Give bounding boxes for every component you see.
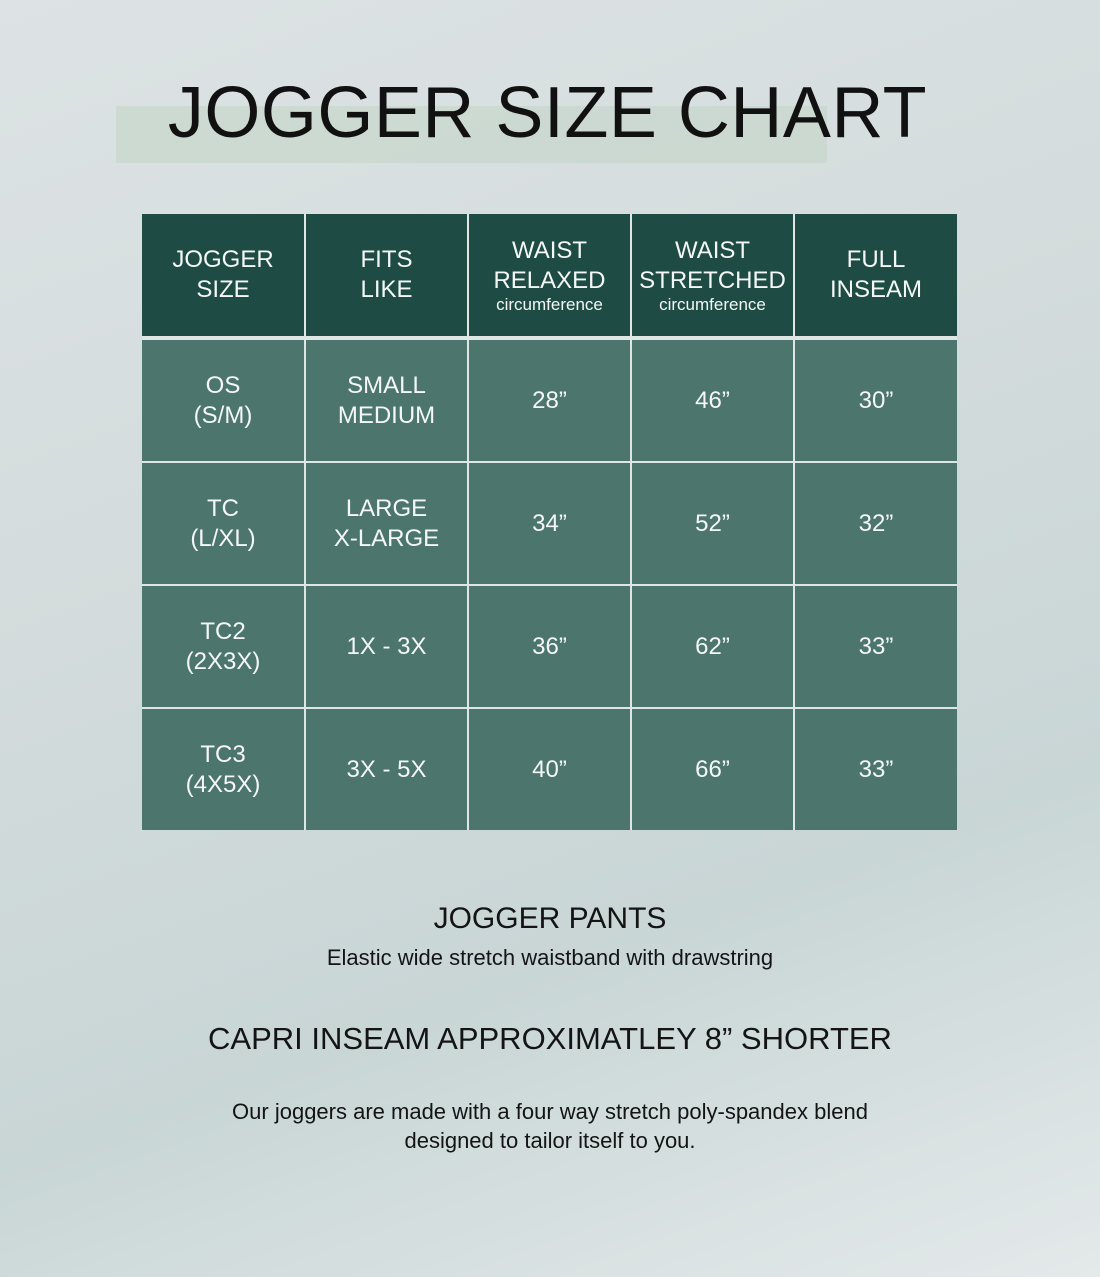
size-cell: TC3 (4X5X) — [142, 707, 306, 830]
inseam-cell-text: 32” — [858, 509, 894, 537]
header-line-2: STRETCHED — [639, 267, 786, 294]
size-cell: TC (L/XL) — [142, 461, 306, 586]
header-line-2: RELAXED — [493, 267, 606, 294]
header-line-2: INSEAM — [829, 276, 922, 303]
waist-relaxed-cell-text: 28” — [532, 386, 567, 414]
column-header: FITS LIKE — [304, 214, 469, 340]
page-title: JOGGER SIZE CHART — [167, 73, 928, 153]
header-sub: circumference — [659, 295, 766, 314]
capri-note: CAPRI INSEAM APPROXIMATLEY 8” SHORTER — [208, 1021, 892, 1056]
size-cell-text: TC — [207, 494, 239, 522]
inseam-cell-text: 33” — [858, 632, 894, 660]
pants-description: Elastic wide stretch waistband with draw… — [326, 945, 774, 970]
header-line-2: SIZE — [196, 276, 250, 303]
inseam-cell: 32” — [793, 461, 957, 586]
waist-stretched-cell: 66” — [630, 707, 795, 830]
waist-relaxed-cell-text: 34” — [532, 509, 567, 537]
fits-cell-text: SMALL — [347, 371, 426, 399]
table-row: TC3 (4X5X) 3X - 5X 40” 66” 33” — [142, 707, 957, 830]
waist-stretched-cell-text: 62” — [695, 632, 730, 660]
column-header: JOGGER SIZE — [142, 214, 306, 340]
fits-cell-text: 1X - 3X — [346, 632, 427, 660]
table-row: OS (S/M) SMALL MEDIUM 28” 46” 30” — [142, 337, 957, 463]
inseam-cell-text: 33” — [858, 755, 894, 783]
fits-cell-text: MEDIUM — [337, 401, 436, 429]
size-cell-text: (2X3X) — [185, 647, 261, 675]
waist-relaxed-cell: 34” — [467, 461, 632, 586]
inseam-cell: 33” — [793, 707, 957, 830]
size-table: JOGGER SIZE FITS LIKE WAIST RELAXED circumfere… — [142, 214, 957, 830]
header-sub: circumference — [496, 295, 603, 314]
inseam-cell: 30” — [793, 337, 957, 463]
size-cell-text: TC2 — [200, 617, 246, 645]
size-cell-text: (S/M) — [193, 401, 253, 429]
waist-stretched-cell: 52” — [630, 461, 795, 586]
fits-cell: 1X - 3X — [304, 584, 469, 709]
fits-cell-text: 3X - 5X — [346, 755, 427, 783]
inseam-cell-text: 30” — [858, 386, 894, 414]
size-cell: OS (S/M) — [142, 337, 306, 463]
title-highlight — [116, 106, 827, 163]
column-header: FULL INSEAM — [793, 214, 957, 340]
fabric-line-2: designed to tailor itself to you. — [404, 1128, 696, 1153]
size-cell-text: (4X5X) — [185, 770, 261, 798]
waist-stretched-cell-text: 46” — [695, 386, 730, 414]
fits-cell: SMALL MEDIUM — [304, 337, 469, 463]
size-cell-text: (L/XL) — [190, 524, 256, 552]
fits-cell-text: X-LARGE — [333, 524, 440, 552]
waist-relaxed-cell-text: 40” — [532, 755, 567, 783]
fits-cell-text: LARGE — [345, 494, 428, 522]
fabric-line-1: Our joggers are made with a four way str… — [232, 1099, 868, 1124]
column-header: WAIST STRETCHED circumference — [630, 214, 795, 340]
waist-relaxed-cell-text: 36” — [532, 632, 567, 660]
header-line-1: FITS — [360, 246, 413, 273]
waist-relaxed-cell: 36” — [467, 584, 632, 709]
waist-stretched-cell: 46” — [630, 337, 795, 463]
pants-heading: JOGGER PANTS — [433, 902, 667, 935]
size-cell: TC2 (2X3X) — [142, 584, 306, 709]
header-line-1: WAIST — [511, 237, 588, 264]
size-cell-text: TC3 — [200, 740, 246, 768]
table-row: TC (L/XL) LARGE X-LARGE 34” 52” 32” — [142, 461, 957, 586]
header-row: JOGGER SIZE FITS LIKE WAIST RELAXED circumfere… — [142, 214, 957, 340]
waist-stretched-cell-text: 66” — [695, 755, 730, 783]
fits-cell: 3X - 5X — [304, 707, 469, 830]
size-cell-text: OS — [205, 371, 241, 399]
header-line-1: FULL — [846, 246, 906, 273]
header-line-1: WAIST — [674, 237, 751, 264]
waist-stretched-cell-text: 52” — [695, 509, 730, 537]
waist-relaxed-cell: 40” — [467, 707, 632, 830]
waist-stretched-cell: 62” — [630, 584, 795, 709]
fits-cell: LARGE X-LARGE — [304, 461, 469, 586]
header-line-2: LIKE — [360, 276, 413, 303]
column-header: WAIST RELAXED circumference — [467, 214, 632, 340]
waist-relaxed-cell: 28” — [467, 337, 632, 463]
fabric-note: Our joggers are made with a four way str… — [0, 1097, 1100, 1155]
inseam-cell: 33” — [793, 584, 957, 709]
table-row: TC2 (2X3X) 1X - 3X 36” 62” 33” — [142, 584, 957, 709]
header-line-1: JOGGER — [172, 246, 274, 273]
